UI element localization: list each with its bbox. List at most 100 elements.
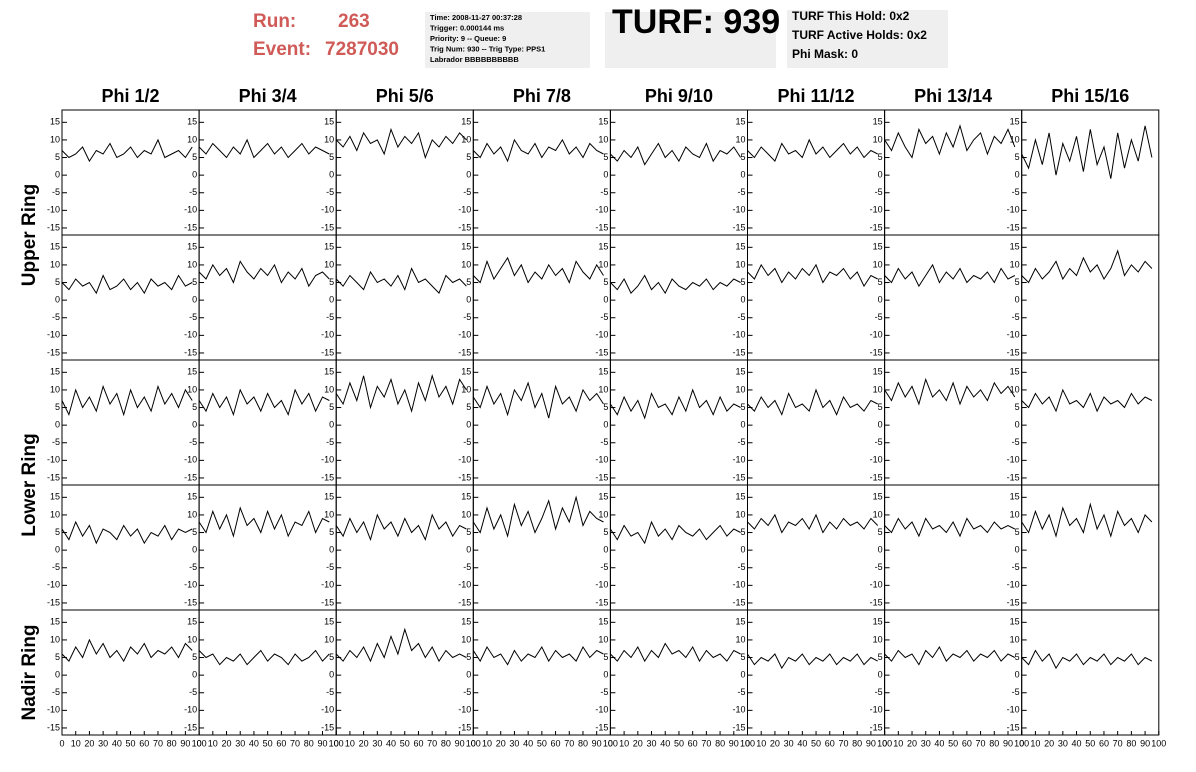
y-tick-label: -5 — [600, 437, 608, 447]
waveform — [1021, 249, 1153, 284]
waveform — [472, 256, 604, 284]
y-tick-label: 15 — [50, 367, 60, 377]
y-tick-label: -15 — [870, 347, 883, 357]
y-tick-label: 5 — [329, 277, 334, 287]
info-line: Priority: 9 -- Queue: 9 — [430, 34, 506, 43]
x-tick-label: 40 — [797, 738, 807, 748]
y-tick-label: 10 — [461, 134, 471, 144]
y-tick-label: -10 — [870, 330, 883, 340]
y-tick-label: 0 — [55, 545, 60, 555]
y-tick-label: 0 — [603, 170, 608, 180]
y-tick-label: 0 — [878, 170, 883, 180]
y-tick-label: 10 — [50, 634, 60, 644]
y-tick-label: 15 — [873, 242, 883, 252]
y-tick-label: -15 — [732, 597, 745, 607]
y-tick-label: 10 — [598, 634, 608, 644]
x-tick-label: 100 — [192, 738, 207, 748]
waveform — [884, 517, 1016, 538]
y-tick-label: -10 — [595, 580, 608, 590]
x-tick-label: 40 — [386, 738, 396, 748]
x-tick-label: 30 — [921, 738, 931, 748]
y-tick-label: 10 — [50, 259, 60, 269]
column-header: Phi 15/16 — [1051, 86, 1129, 106]
y-tick-label: 10 — [598, 384, 608, 394]
info-box — [425, 12, 590, 68]
y-tick-label: 15 — [873, 617, 883, 627]
y-tick-label: 10 — [1010, 384, 1020, 394]
y-tick-label: -15 — [184, 722, 197, 732]
x-tick-label: 80 — [578, 738, 588, 748]
y-tick-label: 5 — [603, 277, 608, 287]
y-tick-label: 15 — [324, 367, 334, 377]
y-tick-label: -10 — [1007, 580, 1020, 590]
y-tick-label: 0 — [466, 420, 471, 430]
y-tick-label: 15 — [1010, 117, 1020, 127]
y-tick-label: -15 — [184, 597, 197, 607]
x-tick-label: 40 — [1072, 738, 1082, 748]
y-tick-label: 0 — [878, 670, 883, 680]
y-tick-label: -5 — [1012, 187, 1020, 197]
y-tick-label: 15 — [187, 367, 197, 377]
y-tick-label: 0 — [192, 670, 197, 680]
x-tick-label: 10 — [208, 738, 218, 748]
waveform — [335, 627, 467, 663]
waveform — [198, 649, 330, 666]
x-tick-label: 70 — [838, 738, 848, 748]
waveform — [747, 653, 878, 670]
y-tick-label: 5 — [740, 152, 745, 162]
y-tick-label: 0 — [740, 545, 745, 555]
x-tick-label: 0 — [334, 738, 339, 748]
y-tick-label: 10 — [598, 259, 608, 269]
x-tick-label: 70 — [701, 738, 711, 748]
y-tick-label: -15 — [870, 722, 883, 732]
y-tick-label: 0 — [1015, 545, 1020, 555]
waveform — [198, 260, 330, 288]
y-tick-label: -15 — [458, 472, 471, 482]
y-tick-label: 15 — [324, 117, 334, 127]
x-tick-label: 90 — [866, 738, 876, 748]
y-tick-label: 5 — [603, 652, 608, 662]
x-tick-label: 90 — [592, 738, 602, 748]
y-tick-label: 5 — [1015, 152, 1020, 162]
y-tick-label: 5 — [466, 652, 471, 662]
x-tick-label: 40 — [249, 738, 259, 748]
y-tick-label: 15 — [50, 617, 60, 627]
y-tick-label: -15 — [732, 722, 745, 732]
y-tick-label: 5 — [192, 277, 197, 287]
y-tick-label: -5 — [600, 312, 608, 322]
y-tick-label: 15 — [461, 492, 471, 502]
run-value: 263 — [338, 11, 370, 32]
y-tick-label: 10 — [1010, 634, 1020, 644]
waveform — [609, 520, 741, 545]
y-tick-label: 5 — [55, 402, 60, 412]
y-tick-label: 0 — [329, 170, 334, 180]
y-tick-label: -5 — [463, 312, 471, 322]
y-tick-label: 10 — [1010, 134, 1020, 144]
y-tick-label: -10 — [732, 705, 745, 715]
y-tick-label: 0 — [740, 670, 745, 680]
y-tick-label: -15 — [321, 472, 334, 482]
y-tick-label: -10 — [732, 330, 745, 340]
x-tick-label: 30 — [1058, 738, 1068, 748]
y-tick-label: -15 — [870, 222, 883, 232]
y-tick-label: 5 — [603, 152, 608, 162]
waveform — [610, 274, 741, 295]
waveform — [61, 138, 193, 163]
y-tick-label: -5 — [189, 687, 197, 697]
y-tick-label: 5 — [878, 527, 883, 537]
y-tick-label: -15 — [458, 722, 471, 732]
y-tick-label: 15 — [873, 367, 883, 377]
info-line: Trig Num: 930 -- Trig Type: PPS1 — [430, 44, 545, 53]
y-tick-label: 5 — [466, 402, 471, 412]
x-tick-label: 50 — [126, 738, 136, 748]
y-tick-label: 15 — [324, 242, 334, 252]
y-tick-label: 15 — [735, 492, 745, 502]
y-tick-label: -15 — [47, 722, 60, 732]
x-tick-label: 50 — [1085, 738, 1095, 748]
waveform — [198, 506, 330, 538]
y-tick-label: 10 — [461, 509, 471, 519]
y-tick-label: -10 — [184, 330, 197, 340]
y-tick-label: -5 — [189, 312, 197, 322]
waveform — [884, 263, 1016, 288]
x-tick-label: 30 — [98, 738, 108, 748]
